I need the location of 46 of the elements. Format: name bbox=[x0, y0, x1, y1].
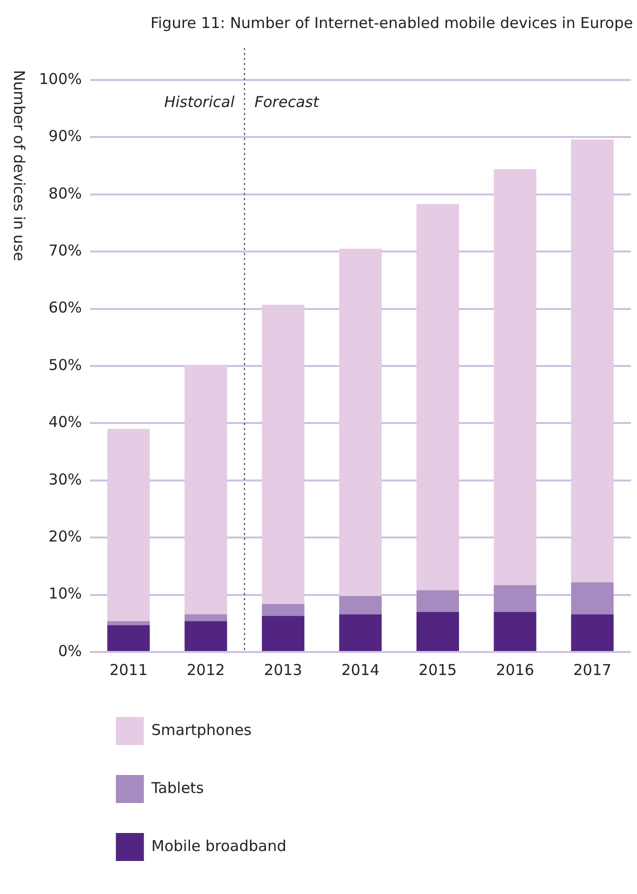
y-axis-title: Number of devices in use bbox=[10, 70, 28, 262]
y-tick-label: 50% bbox=[48, 356, 82, 374]
annotation: Forecast bbox=[254, 92, 320, 111]
bar bbox=[107, 621, 150, 626]
bar bbox=[494, 169, 536, 586]
y-tick-label: 90% bbox=[48, 127, 82, 146]
bar bbox=[494, 585, 536, 612]
bar bbox=[571, 614, 614, 651]
bar bbox=[494, 612, 536, 651]
bar bbox=[571, 139, 614, 582]
bar bbox=[416, 204, 459, 590]
bar bbox=[416, 612, 459, 651]
y-tick-label: 70% bbox=[48, 241, 82, 260]
y-tick-label: 60% bbox=[48, 298, 82, 317]
bar bbox=[339, 596, 382, 614]
bar bbox=[416, 590, 459, 612]
bar bbox=[184, 364, 228, 614]
x-tick-label: 2015 bbox=[418, 660, 457, 679]
x-tick-label: 2016 bbox=[496, 660, 534, 679]
bar bbox=[339, 248, 382, 596]
legend-label: Mobile broadband bbox=[151, 836, 286, 855]
y-tick-label: 20% bbox=[48, 527, 82, 546]
bar bbox=[571, 582, 614, 614]
bar bbox=[262, 604, 304, 616]
y-tick-label: 0% bbox=[58, 642, 82, 660]
y-tick-label: 30% bbox=[48, 470, 82, 488]
y-tick-label: 100% bbox=[38, 70, 82, 88]
bar bbox=[262, 616, 304, 651]
x-tick-label: 2013 bbox=[264, 660, 302, 679]
chart-title: Figure 11: Number of Internet-enabled mobile devices in Europe bbox=[150, 14, 633, 32]
bar bbox=[339, 614, 382, 651]
x-tick-label: 2011 bbox=[109, 660, 148, 679]
y-tick-label: 10% bbox=[48, 584, 82, 603]
bar bbox=[184, 621, 228, 651]
x-tick-label: 2014 bbox=[341, 660, 380, 679]
annotation: Historical bbox=[164, 92, 236, 111]
y-tick-label: 40% bbox=[48, 413, 82, 432]
bar bbox=[262, 304, 304, 604]
y-tick-label: 80% bbox=[48, 184, 82, 202]
x-tick-label: 2017 bbox=[573, 660, 612, 679]
bar bbox=[107, 428, 150, 622]
bar bbox=[184, 614, 228, 622]
x-tick-label: 2012 bbox=[186, 660, 225, 679]
legend-label: Smartphones bbox=[151, 720, 252, 739]
bar bbox=[107, 625, 150, 651]
legend-label: Tablets bbox=[150, 778, 204, 797]
